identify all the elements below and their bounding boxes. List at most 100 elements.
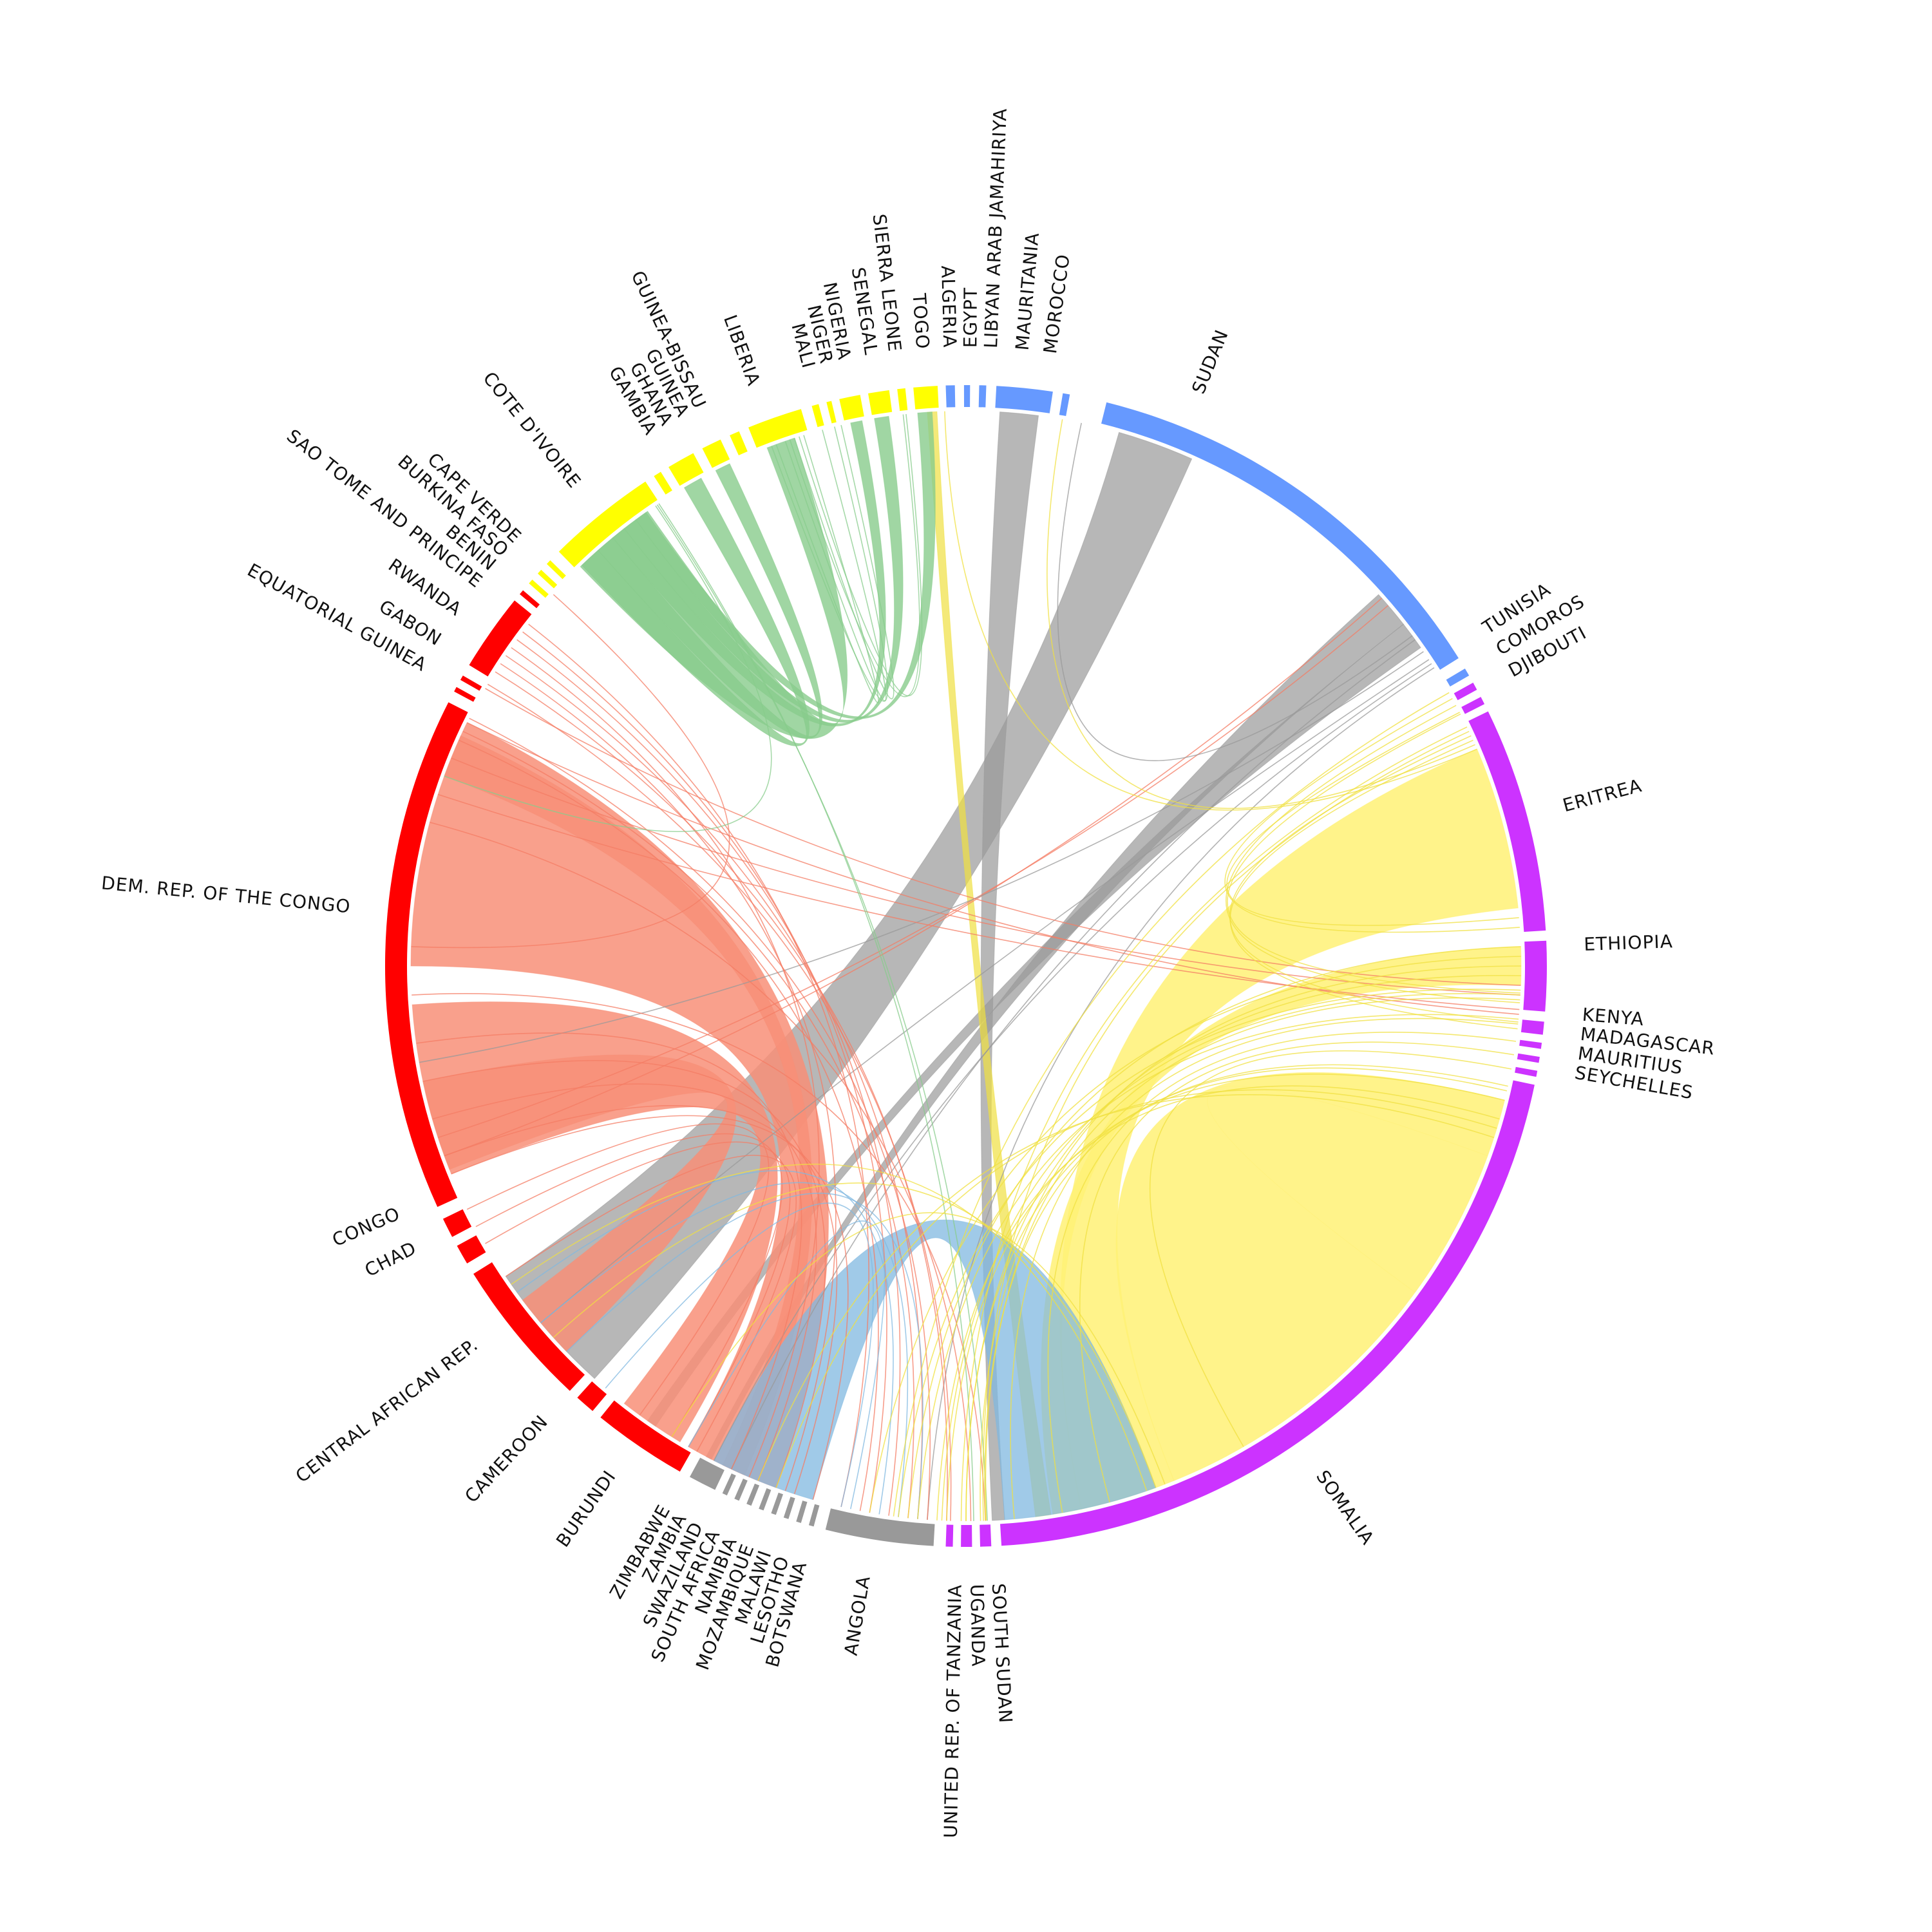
arc-chad <box>457 1235 486 1264</box>
arc-libya <box>978 385 987 408</box>
country-arcs <box>384 384 1547 1548</box>
flow-line <box>771 426 888 702</box>
label-burundi: BURUNDI <box>552 1466 620 1551</box>
flow-line <box>437 793 1520 1010</box>
flow-line <box>775 435 879 704</box>
arc-morocco <box>1059 393 1070 416</box>
arc-nigeria <box>839 395 864 421</box>
arc-gambia <box>654 471 672 495</box>
flow-line <box>671 1212 1166 1484</box>
flow-ribbon <box>1115 1072 1506 1481</box>
flow-line <box>917 1014 1519 1519</box>
flow-line <box>505 1155 797 1452</box>
arc-zambia <box>722 1473 736 1496</box>
flow-line <box>944 411 1477 811</box>
flow-line <box>469 717 931 1520</box>
flow-line <box>893 692 1450 1517</box>
flow-line <box>1149 1050 1512 1447</box>
arc-tunisia <box>1446 668 1470 687</box>
flow-line <box>1010 1018 1519 1519</box>
flow-line <box>789 414 920 697</box>
label-somalia: SOMALIA <box>1312 1466 1378 1549</box>
arc-eritrea <box>1468 711 1546 932</box>
flow-line <box>430 822 972 1522</box>
label-algeria: ALGERIA <box>937 265 960 348</box>
arc-somalia <box>1000 1080 1535 1546</box>
arc-south-africa <box>746 1483 760 1506</box>
flow-ribbon <box>422 1054 737 1352</box>
arc-seychelles <box>1515 1066 1538 1077</box>
flow-line <box>444 505 772 833</box>
flow-ribbon <box>635 412 936 719</box>
flow-ribbons <box>410 411 1522 1521</box>
arc-drc <box>384 702 468 1208</box>
arc-algeria <box>945 385 956 408</box>
label-south-sudan: SOUTH SUDAN <box>988 1583 1016 1724</box>
flow-line <box>1224 697 1520 933</box>
flow-line <box>437 605 1389 1139</box>
arc-tanzania <box>945 1524 954 1547</box>
flow-line <box>466 1123 770 1416</box>
arc-south-sudan <box>980 1524 992 1547</box>
flow-line <box>1079 1041 1515 1502</box>
arc-egypt <box>963 384 971 407</box>
label-tanzania: UNITED REP. OF TANZANIA <box>940 1584 966 1839</box>
flow-line <box>936 1085 1500 1520</box>
arc-uganda <box>961 1525 972 1548</box>
label-kenya: KENYA <box>1582 1004 1645 1030</box>
flow-line <box>540 1182 909 1517</box>
arc-sudan <box>1101 402 1459 670</box>
label-ethiopia: ETHIOPIA <box>1584 931 1674 955</box>
flow-line <box>757 1094 1495 1481</box>
label-togo: TOGO <box>908 292 933 350</box>
flow-line <box>444 1105 838 1495</box>
flow-line <box>522 631 887 1513</box>
flow-line <box>1229 739 1518 1030</box>
arc-angola <box>825 1508 935 1546</box>
arc-mozambique <box>771 1492 783 1515</box>
arc-mali <box>811 404 824 428</box>
flow-line <box>411 594 730 949</box>
flow-line <box>984 1064 1508 1521</box>
flow-line <box>799 413 923 697</box>
arc-sierra-leone <box>897 388 908 412</box>
arc-ethiopia <box>1523 940 1547 1012</box>
arc-djibouti <box>1461 697 1485 714</box>
flow-line <box>1226 712 1519 926</box>
flow-line <box>528 623 869 1508</box>
arc-guinea-bissau <box>730 431 748 455</box>
flow-line <box>540 659 1430 1323</box>
flow-line <box>605 1202 874 1508</box>
arc-cameroon <box>577 1381 607 1411</box>
arc-mauritius <box>1517 1053 1540 1063</box>
arc-car <box>473 1262 585 1391</box>
flow-line <box>412 993 986 1521</box>
flow-line <box>553 1182 1157 1488</box>
arc-ghana <box>668 453 704 486</box>
flow-line <box>500 663 837 1492</box>
arc-senegal <box>868 390 893 415</box>
flow-line <box>793 424 895 699</box>
flow-line <box>466 722 1519 1015</box>
flow-line <box>688 1220 886 1510</box>
flow-line <box>946 1074 1505 1521</box>
arc-rwanda <box>469 600 532 677</box>
flow-line <box>462 730 914 1519</box>
arc-gabon <box>460 676 482 691</box>
label-sudan: SUDAN <box>1188 327 1233 397</box>
flow-line <box>511 647 820 1477</box>
label-cameroon: CAMEROON <box>460 1411 552 1507</box>
flow-line <box>1046 419 1475 810</box>
arc-kenya <box>1520 1019 1544 1035</box>
label-mauritania: MAURITANIA <box>1012 231 1044 351</box>
flow-ribbon <box>410 722 829 1488</box>
arc-lesotho <box>796 1501 808 1523</box>
arc-madagascar <box>1519 1039 1542 1049</box>
flow-line <box>775 1089 1497 1488</box>
flow-line <box>730 639 1416 1470</box>
label-eritrea: ERITREA <box>1560 775 1644 816</box>
arc-stp <box>520 590 540 609</box>
arc-namibia <box>759 1488 772 1511</box>
arc-zimbabwe <box>690 1457 724 1490</box>
